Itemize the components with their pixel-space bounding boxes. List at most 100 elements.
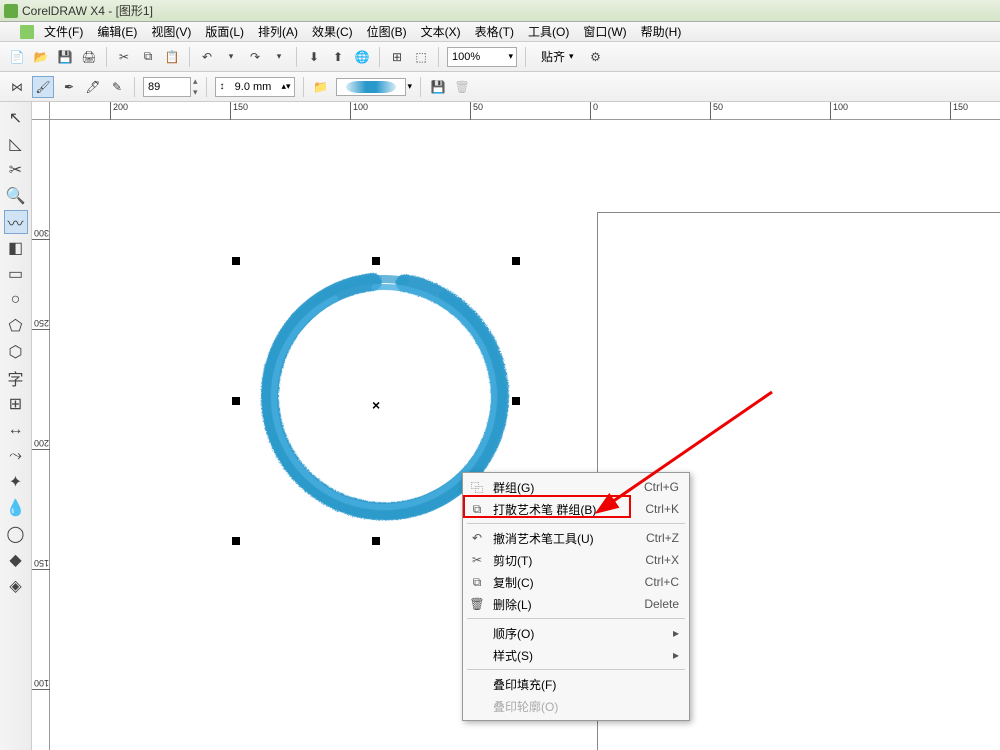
ctx-order[interactable]: 顺序(O) ▸ [463, 622, 689, 644]
stroke-width-combo[interactable]: ↕ 9.0 mm ▴▾ [215, 77, 295, 97]
connector-tool-icon[interactable]: ⤳ [4, 444, 28, 468]
standard-toolbar: 📄 📂 💾 🖨 ✂ ⧉ 📋 ↶ ▾ ↷ ▾ ⬇ ⬆ 🌐 ⊞ ⬚ 100% ▾ 贴… [0, 42, 1000, 72]
ctx-delete[interactable]: 🗑 删除(L) Delete [463, 593, 689, 615]
smart-fill-icon[interactable]: ◧ [4, 236, 28, 260]
new-icon[interactable]: 📄 [8, 48, 26, 66]
zoom-value: 100% [452, 51, 480, 63]
group-icon: ⿻ [469, 479, 485, 495]
copy-icon[interactable]: ⧉ [139, 48, 157, 66]
text-tool-icon[interactable]: 字 [4, 366, 28, 390]
document-icon [20, 25, 34, 39]
separator [467, 669, 685, 670]
eyedropper-icon[interactable]: 💧 [4, 496, 28, 520]
pick-tool-icon[interactable]: ↖ [4, 106, 28, 130]
snap-button[interactable]: 贴齐 ▾ [534, 47, 581, 67]
save-brush-icon[interactable]: 💾 [429, 78, 447, 96]
redo-dropdown-icon[interactable]: ▾ [270, 48, 288, 66]
menu-text[interactable]: 文本(X) [417, 21, 465, 42]
delete-icon: 🗑 [469, 596, 485, 612]
ellipse-tool-icon[interactable]: ○ [4, 288, 28, 312]
submenu-arrow-icon: ▸ [673, 626, 679, 640]
effects-tool-icon[interactable]: ✦ [4, 470, 28, 494]
undo-dropdown-icon[interactable]: ▾ [222, 48, 240, 66]
ctx-overprint-fill[interactable]: 叠印填充(F) [463, 673, 689, 695]
menu-tools[interactable]: 工具(O) [524, 21, 573, 42]
app-launcher-icon[interactable]: ⊞ [388, 48, 406, 66]
export-icon[interactable]: ⬆ [329, 48, 347, 66]
horizontal-ruler[interactable]: 200 150 100 50 0 50 100 150 [50, 102, 1000, 120]
selection-handle[interactable] [372, 537, 380, 545]
freehand-tool-icon[interactable]: 〰 [4, 210, 28, 234]
browse-icon[interactable]: 📁 [312, 78, 330, 96]
zoom-combo[interactable]: 100% ▾ [447, 47, 517, 67]
title-bar: CorelDRAW X4 - [图形1] [0, 0, 1000, 22]
delete-brush-icon[interactable]: 🗑 [453, 78, 471, 96]
menu-arrange[interactable]: 排列(A) [254, 21, 302, 42]
ctx-group[interactable]: ⿻ 群组(G) Ctrl+G [463, 476, 689, 498]
open-icon[interactable]: 📂 [32, 48, 50, 66]
menu-help[interactable]: 帮助(H) [637, 21, 686, 42]
menu-table[interactable]: 表格(T) [471, 21, 518, 42]
menu-view[interactable]: 视图(V) [147, 21, 195, 42]
import-icon[interactable]: ⬇ [305, 48, 323, 66]
save-icon[interactable]: 💾 [56, 48, 74, 66]
ctx-break-apart[interactable]: ⧉ 打散艺术笔 群组(B) Ctrl+K [463, 498, 689, 520]
publish-icon[interactable]: 🌐 [353, 48, 371, 66]
menu-effects[interactable]: 效果(C) [308, 21, 357, 42]
rectangle-tool-icon[interactable]: ▭ [4, 262, 28, 286]
smoothing-input[interactable] [143, 77, 191, 97]
property-bar: ⋈ 🖌 ✒ 🖊 ✎ ▴▾ ↕ 9.0 mm ▴▾ 📁 ▾ 💾 🗑 [0, 72, 1000, 102]
spray-icon[interactable]: ✒ [60, 78, 78, 96]
preset-icon[interactable]: ⋈ [8, 78, 26, 96]
menu-window[interactable]: 窗口(W) [579, 21, 630, 42]
polygon-tool-icon[interactable]: ⬠ [4, 314, 28, 338]
snap-label: 贴齐 [541, 48, 565, 65]
dimension-tool-icon[interactable]: ↔ [4, 418, 28, 442]
options-icon[interactable]: ⚙ [587, 48, 605, 66]
selection-handle[interactable] [512, 397, 520, 405]
selection-handle[interactable] [232, 537, 240, 545]
interactive-fill-icon[interactable]: ◈ [4, 574, 28, 598]
workspace: ↖ ◺ ✂ 🔍 〰 ◧ ▭ ○ ⬠ ⬡ 字 ⊞ ↔ ⤳ ✦ 💧 ◯ ◆ ◈ 20… [0, 102, 1000, 750]
selection-handle[interactable] [512, 257, 520, 265]
separator [467, 618, 685, 619]
brush-preview[interactable] [336, 78, 406, 96]
cut-icon: ✂ [469, 552, 485, 568]
selection-handle[interactable] [372, 257, 380, 265]
outline-tool-icon[interactable]: ◯ [4, 522, 28, 546]
menu-file[interactable]: 文件(F) [40, 21, 87, 42]
welcome-icon[interactable]: ⬚ [412, 48, 430, 66]
chevron-down-icon: ▾ [508, 51, 513, 62]
selection-handle[interactable] [232, 397, 240, 405]
ctx-undo[interactable]: ↶ 撤消艺术笔工具(U) Ctrl+Z [463, 527, 689, 549]
crop-tool-icon[interactable]: ✂ [4, 158, 28, 182]
selection-handle[interactable] [232, 257, 240, 265]
vertical-ruler[interactable]: 300 250 200 150 100 [32, 120, 50, 750]
undo-icon[interactable]: ↶ [198, 48, 216, 66]
cut-icon[interactable]: ✂ [115, 48, 133, 66]
app-title: CorelDRAW X4 - [图形1] [22, 2, 153, 19]
zoom-tool-icon[interactable]: 🔍 [4, 184, 28, 208]
table-tool-icon[interactable]: ⊞ [4, 392, 28, 416]
print-icon[interactable]: 🖨 [80, 48, 98, 66]
menu-layout[interactable]: 版面(L) [201, 21, 248, 42]
ctx-style[interactable]: 样式(S) ▸ [463, 644, 689, 666]
menu-bitmap[interactable]: 位图(B) [363, 21, 411, 42]
ruler-origin[interactable] [32, 102, 50, 120]
basic-shapes-icon[interactable]: ⬡ [4, 340, 28, 364]
pressure-icon[interactable]: ✎ [108, 78, 126, 96]
chevron-down-icon: ▾ [569, 51, 574, 62]
ctx-cut[interactable]: ✂ 剪切(T) Ctrl+X [463, 549, 689, 571]
calligraphy-icon[interactable]: 🖊 [84, 78, 102, 96]
shape-tool-icon[interactable]: ◺ [4, 132, 28, 156]
canvas[interactable]: 200 150 100 50 0 50 100 150 300 250 200 … [32, 102, 1000, 750]
redo-icon[interactable]: ↷ [246, 48, 264, 66]
brush-mode-icon[interactable]: 🖌 [32, 76, 54, 98]
ctx-copy[interactable]: ⧉ 复制(C) Ctrl+C [463, 571, 689, 593]
paste-icon[interactable]: 📋 [163, 48, 181, 66]
ctx-overprint-outline: 叠印轮廓(O) [463, 695, 689, 717]
fill-tool-icon[interactable]: ◆ [4, 548, 28, 572]
chevron-down-icon[interactable]: ▾ [408, 81, 413, 92]
menu-edit[interactable]: 编辑(E) [93, 21, 141, 42]
toolbox: ↖ ◺ ✂ 🔍 〰 ◧ ▭ ○ ⬠ ⬡ 字 ⊞ ↔ ⤳ ✦ 💧 ◯ ◆ ◈ [0, 102, 32, 750]
